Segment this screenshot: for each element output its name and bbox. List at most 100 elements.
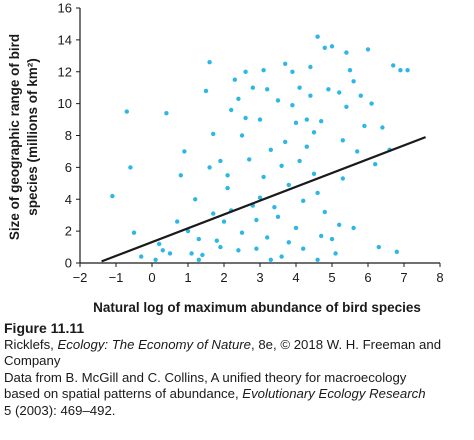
source-publisher: , 8e, © 2018 W. H. Freeman and bbox=[251, 336, 442, 352]
data-point bbox=[211, 131, 216, 137]
data-point bbox=[178, 173, 183, 178]
x-tick-label: 4 bbox=[292, 270, 299, 285]
x-tick-label: −2 bbox=[73, 270, 88, 285]
data-point bbox=[290, 103, 295, 108]
data-point bbox=[311, 130, 317, 135]
x-tick-label: 3 bbox=[256, 270, 263, 285]
data-point bbox=[207, 165, 212, 170]
data-point bbox=[236, 248, 241, 253]
data-point bbox=[207, 60, 212, 65]
x-tick-label: −1 bbox=[109, 270, 124, 285]
data-point bbox=[369, 101, 374, 106]
data-point bbox=[221, 219, 227, 224]
data-point bbox=[315, 190, 320, 196]
y-tick-label: 2 bbox=[65, 224, 72, 239]
data-point bbox=[175, 219, 180, 224]
data-point bbox=[254, 246, 259, 251]
data-point bbox=[329, 236, 335, 242]
data-point bbox=[376, 244, 381, 250]
x-tick-label: 2 bbox=[220, 270, 227, 285]
data-point bbox=[319, 233, 324, 239]
x-tick-label: 0 bbox=[148, 270, 155, 285]
data-point bbox=[272, 205, 277, 210]
data-point bbox=[257, 195, 263, 200]
data-source-line-3: 5 (2003): 469–492. bbox=[4, 402, 116, 418]
data-point bbox=[326, 87, 331, 92]
data-point bbox=[329, 44, 335, 49]
y-tick-label: 4 bbox=[65, 192, 72, 207]
data-point bbox=[139, 254, 144, 259]
data-point bbox=[268, 147, 273, 152]
data-point bbox=[225, 173, 230, 178]
data-point bbox=[398, 68, 403, 73]
data-point bbox=[257, 117, 263, 122]
data-point bbox=[358, 93, 363, 98]
data-point bbox=[347, 68, 353, 73]
data-point bbox=[333, 251, 338, 256]
data-source-article: based on spatial patterns of abundance, bbox=[4, 386, 243, 401]
data-point bbox=[351, 79, 356, 84]
x-ticks: −2 −1 0 1 2 3 4 5 6 7 8 bbox=[73, 263, 444, 285]
data-point bbox=[293, 225, 299, 231]
data-point bbox=[391, 63, 396, 68]
source-title: Ecology: The Economy of Nature bbox=[57, 336, 252, 352]
data-point bbox=[290, 69, 295, 75]
data-point bbox=[279, 163, 284, 168]
data-point bbox=[185, 228, 191, 234]
data-point bbox=[247, 157, 252, 162]
data-point bbox=[355, 149, 360, 154]
data-point bbox=[340, 176, 345, 181]
data-point bbox=[286, 182, 291, 188]
data-point bbox=[160, 248, 165, 253]
source-author: Ricklefs, bbox=[4, 336, 58, 352]
data-point bbox=[243, 69, 248, 75]
data-point bbox=[304, 117, 309, 122]
y-axis-title-line-2: species (millions of km²) bbox=[25, 58, 40, 216]
data-point bbox=[250, 85, 255, 90]
data-point bbox=[203, 88, 209, 94]
y-tick-label: 0 bbox=[65, 256, 72, 271]
data-point bbox=[283, 61, 288, 66]
data-point bbox=[225, 185, 230, 191]
data-point bbox=[344, 50, 349, 55]
data-point bbox=[261, 174, 266, 180]
data-point bbox=[337, 90, 342, 95]
data-point bbox=[275, 98, 281, 103]
data-point bbox=[301, 198, 306, 203]
data-point bbox=[164, 111, 169, 116]
data-point bbox=[297, 158, 302, 164]
data-point bbox=[131, 230, 137, 235]
y-axis-title-line-1: Size of geographic range of bird bbox=[7, 34, 22, 240]
data-point bbox=[214, 238, 219, 243]
x-tick-label: 6 bbox=[364, 270, 371, 285]
source-line: Ricklefs, Ecology: The Economy of Nature… bbox=[4, 337, 472, 354]
data-point bbox=[340, 138, 345, 143]
data-point bbox=[308, 93, 313, 98]
data-source-line-2: based on spatial patterns of abundance, … bbox=[4, 386, 472, 403]
data-point bbox=[128, 165, 133, 170]
data-point bbox=[337, 222, 342, 227]
x-tick-label: 7 bbox=[400, 270, 407, 285]
data-point bbox=[243, 115, 248, 121]
data-point bbox=[322, 45, 327, 50]
data-point bbox=[200, 252, 205, 258]
data-point bbox=[261, 68, 266, 73]
data-point bbox=[153, 257, 158, 262]
data-point bbox=[286, 240, 291, 245]
x-tick-label: 1 bbox=[184, 270, 191, 285]
data-point bbox=[232, 77, 237, 82]
data-point bbox=[189, 251, 194, 256]
data-point bbox=[351, 225, 356, 231]
data-point bbox=[254, 217, 259, 223]
data-point bbox=[157, 241, 162, 247]
data-points bbox=[110, 34, 410, 262]
data-point bbox=[211, 211, 216, 216]
data-point bbox=[301, 246, 306, 251]
data-point bbox=[297, 85, 302, 90]
data-point bbox=[283, 139, 288, 145]
data-point bbox=[182, 149, 187, 154]
data-point bbox=[304, 144, 309, 149]
data-point bbox=[229, 107, 234, 113]
data-point bbox=[365, 47, 371, 52]
data-point bbox=[293, 120, 299, 126]
